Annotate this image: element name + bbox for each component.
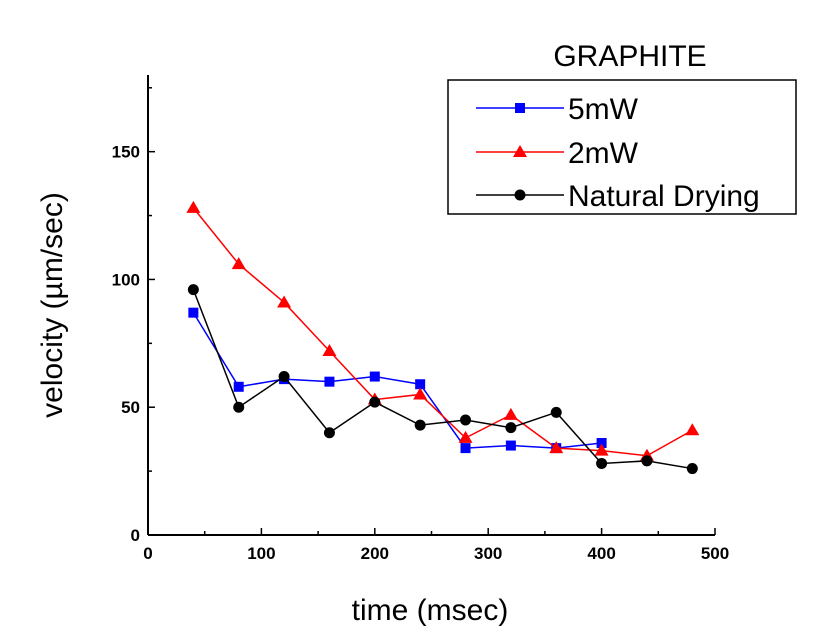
legend-marker-5mw xyxy=(515,103,525,113)
data-point-2mw xyxy=(186,200,201,213)
x-tick-label: 400 xyxy=(587,544,615,563)
y-axis-ticks: 0 50 100 150 xyxy=(112,87,155,545)
data-point-5mw xyxy=(505,440,516,451)
data-point-2mw xyxy=(594,443,609,456)
series-2mw xyxy=(186,200,700,461)
data-point-5mw xyxy=(369,371,380,382)
data-point-natural-drying xyxy=(460,414,472,426)
data-point-natural-drying xyxy=(550,406,562,418)
data-point-natural-drying xyxy=(233,401,245,413)
x-tick-label: 100 xyxy=(247,544,275,563)
legend-label-5mw: 5mW xyxy=(568,93,639,126)
x-tick-label: 500 xyxy=(701,544,729,563)
data-point-natural-drying xyxy=(686,463,698,475)
y-axis-title: velocity (µm/sec) xyxy=(36,192,69,418)
legend: 5mW 2mW Natural Drying xyxy=(447,79,797,215)
y-tick-label: 0 xyxy=(131,526,140,545)
x-tick-label: 200 xyxy=(361,544,389,563)
y-tick-label: 100 xyxy=(112,270,140,289)
data-point-natural-drying xyxy=(187,284,199,296)
data-point-natural-drying xyxy=(323,427,335,439)
series-layer xyxy=(186,200,700,475)
legend-label-natural-drying: Natural Drying xyxy=(568,180,760,213)
data-point-2mw xyxy=(458,430,473,443)
data-point-natural-drying xyxy=(369,396,381,408)
legend-label-2mw: 2mW xyxy=(568,137,639,170)
series-natural-drying xyxy=(187,284,698,475)
data-point-5mw xyxy=(415,379,426,390)
data-point-5mw xyxy=(324,376,335,387)
plot-area: 0 100 200 300 400 500 0 50 100 150 xyxy=(112,75,729,563)
series-line-2mw xyxy=(192,207,693,457)
x-axis-title: time (msec) xyxy=(352,594,509,627)
data-point-2mw xyxy=(549,441,564,454)
series-line-5mw xyxy=(192,312,602,449)
data-point-natural-drying xyxy=(596,457,608,469)
legend-marker-natural-drying xyxy=(514,189,526,201)
data-point-2mw xyxy=(322,344,337,356)
legend-box xyxy=(447,79,797,215)
data-point-natural-drying xyxy=(278,371,290,383)
x-tick-label: 0 xyxy=(143,544,152,563)
x-axis-ticks: 0 100 200 300 400 500 xyxy=(143,528,729,563)
x-tick-label: 300 xyxy=(474,544,502,563)
series-line-natural-drying xyxy=(192,289,693,470)
data-point-5mw xyxy=(188,307,199,318)
chart-title: GRAPHITE xyxy=(553,40,706,73)
series-5mw xyxy=(188,307,607,454)
data-point-2mw xyxy=(685,423,700,436)
data-point-5mw xyxy=(460,443,471,454)
data-point-natural-drying xyxy=(641,455,653,467)
data-point-2mw xyxy=(231,257,246,270)
data-point-2mw xyxy=(277,295,292,308)
legend-marker-2mw xyxy=(513,145,527,157)
data-point-2mw xyxy=(503,407,518,420)
data-point-natural-drying xyxy=(505,422,517,434)
data-point-5mw xyxy=(596,438,607,448)
data-point-2mw xyxy=(413,387,428,400)
data-point-5mw xyxy=(233,381,244,392)
y-tick-label: 50 xyxy=(121,398,140,417)
data-point-natural-drying xyxy=(414,419,426,431)
y-tick-label: 150 xyxy=(112,143,140,162)
